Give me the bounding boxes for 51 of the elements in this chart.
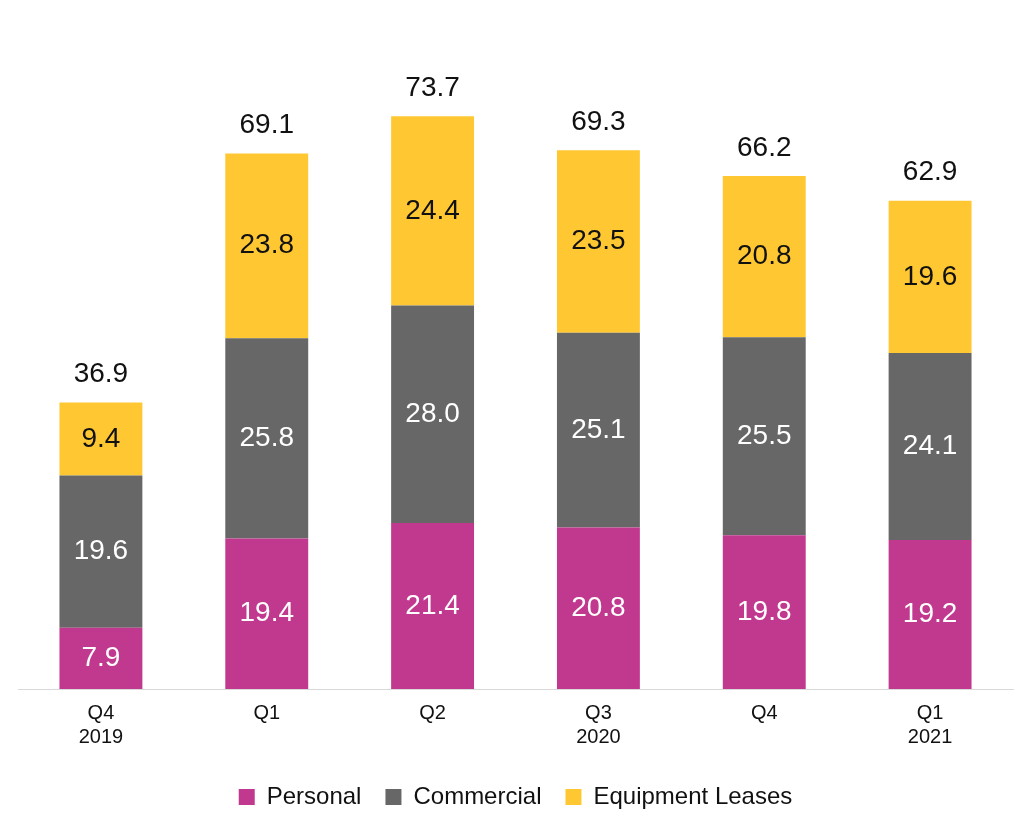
data-label: 25.1 <box>571 412 626 444</box>
legend-label: Commercial <box>413 781 542 809</box>
x-tick-label: Q3 2020 <box>576 700 621 747</box>
bar <box>59 402 143 476</box>
bar <box>888 539 972 689</box>
data-label: 25.8 <box>239 420 294 452</box>
bar <box>59 627 143 689</box>
data-label: 25.5 <box>737 419 792 451</box>
bar <box>391 305 475 523</box>
bar <box>225 153 309 339</box>
data-label: 23.5 <box>571 224 626 256</box>
bar <box>722 337 806 536</box>
data-label: 19.6 <box>73 534 129 566</box>
x-tick-label: Q4 2019 <box>78 700 124 747</box>
bar <box>59 475 143 628</box>
total-label: 73.7 <box>405 70 460 102</box>
data-label: 19.2 <box>902 597 958 629</box>
data-label: 23.8 <box>239 228 294 260</box>
bar <box>888 352 972 540</box>
x-tick-label: Q1 <box>253 700 281 723</box>
bar <box>722 535 806 689</box>
bar <box>225 338 309 539</box>
data-label: 19.4 <box>239 596 294 628</box>
data-label: 19.6 <box>902 259 958 291</box>
data-label: 24.4 <box>405 193 460 225</box>
x-tick-label: Q2 <box>419 700 446 723</box>
data-label: 21.4 <box>405 588 460 620</box>
bar <box>391 116 475 306</box>
data-label: 9.4 <box>81 421 121 453</box>
total-label: 69.1 <box>239 108 294 140</box>
bar <box>225 538 309 689</box>
bar <box>722 175 806 338</box>
bar <box>391 522 475 689</box>
data-label: 7.9 <box>81 641 121 673</box>
total-label: 62.9 <box>902 155 958 187</box>
data-label: 28.0 <box>405 396 460 428</box>
bar <box>556 150 640 333</box>
legend-label: Personal <box>266 781 362 809</box>
legend-label: Equipment Leases <box>593 781 793 809</box>
data-label: 20.8 <box>571 590 626 622</box>
total-label: 36.9 <box>73 357 129 389</box>
bar <box>556 527 640 689</box>
total-label: 66.2 <box>737 130 792 162</box>
total-label: 69.3 <box>571 105 626 136</box>
data-label: 19.8 <box>737 594 792 626</box>
x-tick-label: Q4 <box>750 700 778 723</box>
bar <box>888 200 972 353</box>
x-tick-label: Q1 2021 <box>907 700 953 747</box>
data-label: 20.8 <box>737 239 792 271</box>
bar <box>556 332 640 528</box>
data-label: 24.1 <box>902 429 958 461</box>
